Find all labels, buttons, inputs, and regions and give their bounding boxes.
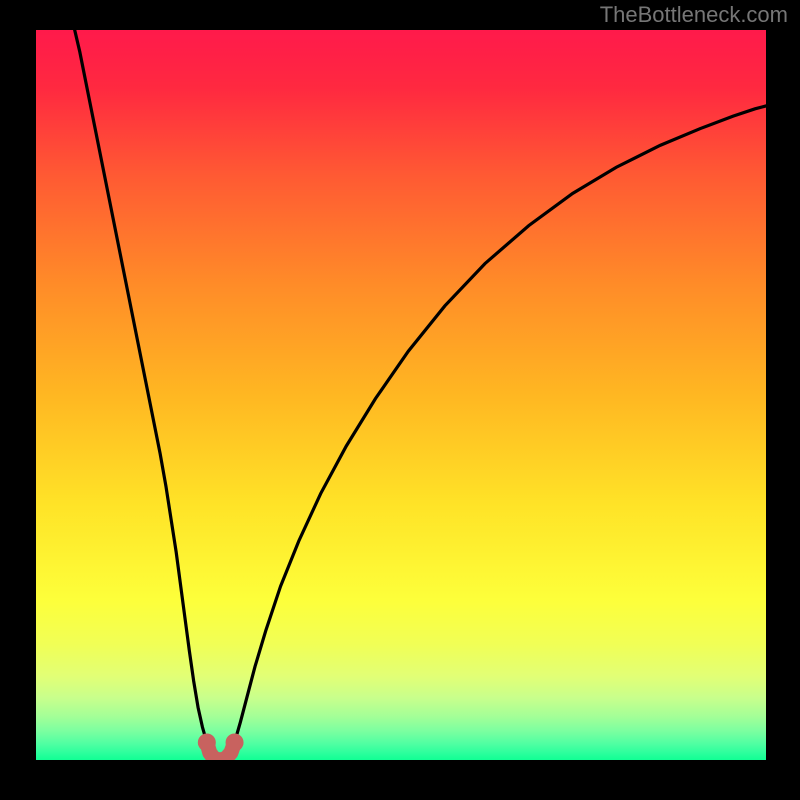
- chart-container: TheBottleneck.com: [0, 0, 800, 800]
- plot-area: [36, 30, 766, 760]
- marker-dot-0: [198, 733, 216, 751]
- marker-dot-1: [226, 733, 244, 751]
- gradient-background: [36, 30, 766, 760]
- watermark-text: TheBottleneck.com: [600, 2, 788, 28]
- plot-svg: [36, 30, 766, 760]
